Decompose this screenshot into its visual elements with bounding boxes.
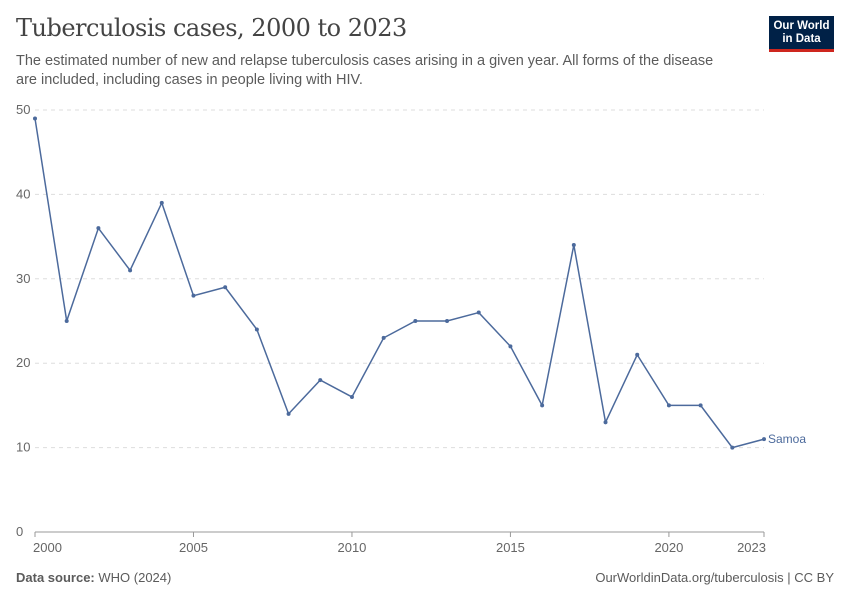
data-point bbox=[476, 310, 481, 315]
data-point bbox=[128, 268, 133, 273]
data-point bbox=[635, 352, 640, 357]
data-point bbox=[445, 319, 450, 323]
data-point bbox=[508, 344, 513, 349]
data-point bbox=[413, 319, 418, 323]
chart-title: Tuberculosis cases, 2000 to 2023 bbox=[16, 14, 407, 42]
data-point bbox=[540, 403, 545, 408]
data-point bbox=[730, 445, 735, 450]
source-label: Data source: bbox=[16, 570, 95, 585]
x-tick-label: 2023 bbox=[737, 540, 766, 555]
data-point bbox=[96, 226, 101, 231]
y-tick-label: 30 bbox=[16, 271, 30, 286]
data-point bbox=[603, 420, 608, 425]
data-point bbox=[571, 243, 576, 248]
x-tick-label: 2000 bbox=[33, 540, 62, 555]
y-tick-label: 40 bbox=[16, 186, 30, 201]
data-point bbox=[254, 327, 259, 332]
data-point bbox=[666, 403, 671, 408]
series-label: Samoa bbox=[768, 432, 806, 446]
footer-url[interactable]: OurWorldinData.org/tuberculosis | CC BY bbox=[595, 570, 834, 585]
data-point bbox=[698, 403, 703, 408]
y-tick-label: 20 bbox=[16, 355, 30, 370]
data-point bbox=[64, 319, 69, 323]
data-point bbox=[349, 394, 354, 399]
y-tick-label: 50 bbox=[16, 102, 30, 117]
data-point bbox=[33, 116, 37, 121]
chart-subtitle: The estimated number of new and relapse … bbox=[16, 53, 714, 88]
data-point bbox=[223, 285, 228, 290]
y-tick-label: 0 bbox=[16, 524, 23, 539]
data-point bbox=[191, 293, 196, 298]
data-source: Data source: WHO (2024) bbox=[16, 570, 171, 585]
series-line bbox=[34, 118, 765, 449]
x-tick-label: 2015 bbox=[496, 540, 525, 555]
data-point bbox=[159, 200, 164, 205]
owid-logo[interactable]: Our World in Data bbox=[769, 16, 834, 52]
x-tick-label: 2005 bbox=[179, 540, 208, 555]
x-tick-label: 2010 bbox=[337, 540, 366, 555]
data-point bbox=[286, 411, 291, 416]
data-point bbox=[318, 378, 323, 383]
data-point bbox=[381, 335, 386, 340]
data-point bbox=[762, 437, 766, 442]
source-value[interactable]: WHO (2024) bbox=[98, 570, 172, 585]
y-tick-label: 10 bbox=[16, 440, 30, 455]
x-tick-label: 2020 bbox=[654, 540, 683, 555]
